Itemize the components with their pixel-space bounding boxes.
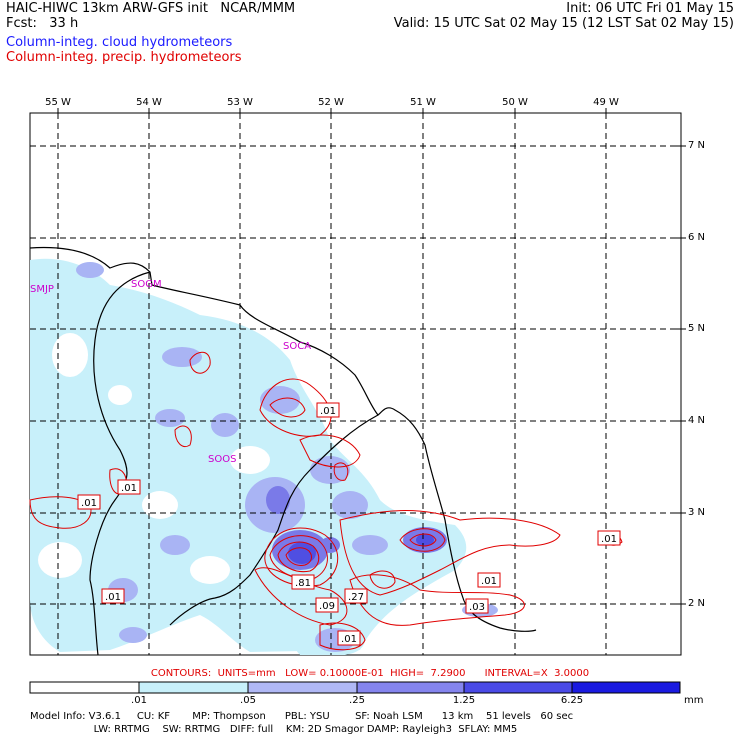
station-soos: SOOS [208,454,236,465]
colorbar-units: mm [684,695,704,706]
colorbar-tick: .05 [240,695,256,706]
contour-label: .27 [348,592,364,603]
contour-label: .01 [81,498,97,509]
lon-label: 49 W [593,97,619,108]
station-smjp: SMJP [30,284,54,295]
contour-label: .01 [481,576,497,587]
colorbar-tick: .01 [131,695,147,706]
coastline-borders [29,246,537,656]
contour-label: .01 [320,406,336,417]
lat-label: 4 N [688,415,706,426]
colorbar-tick: 1.25 [452,695,476,706]
lat-lon-grid [30,113,681,655]
contour-label: .01 [601,534,617,545]
contour-label-boxes [77,402,621,646]
lon-label: 54 W [136,97,162,108]
colorbar-tick: .25 [349,695,365,706]
lon-label: 51 W [410,97,436,108]
lat-label: 3 N [688,507,706,518]
legend-cloud: Column-integ. cloud hydrometeors [6,35,233,50]
forecast-hour: Fcst: 33 h [6,16,79,31]
lat-label: 6 N [688,232,706,243]
map-title: HAIC-HIWC 13km ARW-GFS init NCAR/MMM [6,1,296,16]
edge-ticks [57,108,686,605]
model-info-line1: Model Info: V3.6.1 CU: KF MP: Thompson P… [30,711,574,722]
colorbar [29,681,681,694]
precip-contours [29,351,623,651]
contour-label: .09 [319,601,335,612]
lat-label: 5 N [688,323,706,334]
station-sogm: SOGM [131,279,162,290]
contour-label: .81 [295,578,311,589]
valid-time: Valid: 15 UTC Sat 02 May 15 (12 LST Sat … [393,16,734,31]
contour-label-texts: .01 .01 .01 .01 .01 .01 .01 .81 .27 .09 … [81,406,617,645]
legend-precip: Column-integ. precip. hydrometeors [6,50,242,65]
station-labels: SMJP SOGM SOCA SOOS [30,279,311,465]
contour-label: .03 [469,602,485,613]
lon-label: 52 W [318,97,344,108]
contour-label: .01 [341,634,357,645]
lon-label: 50 W [502,97,528,108]
lon-label: 53 W [227,97,253,108]
init-time: Init: 06 UTC Fri 01 May 15 [566,1,734,16]
model-info-line2: LW: RRTMG SW: RRTMG DIFF: full KM: 2D Sm… [30,724,518,735]
contours-info: CONTOURS: UNITS=mm LOW= 0.10000E-01 HIGH… [150,668,590,679]
contour-label: .01 [121,483,137,494]
cloud-shading-medium [76,262,498,652]
lat-label: 7 N [688,140,706,151]
station-soca: SOCA [283,341,311,352]
contour-label: .01 [105,592,121,603]
lon-label: 55 W [45,97,71,108]
colorbar-tick: 6.25 [560,695,584,706]
lat-label: 2 N [688,598,706,609]
cloud-shading-dark [266,486,447,570]
cloud-shading-core [288,534,434,564]
